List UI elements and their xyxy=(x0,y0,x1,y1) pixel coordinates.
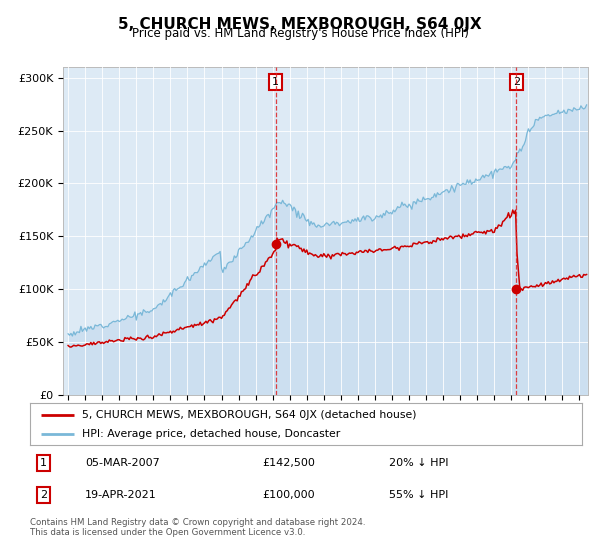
Text: 5, CHURCH MEWS, MEXBOROUGH, S64 0JX (detached house): 5, CHURCH MEWS, MEXBOROUGH, S64 0JX (det… xyxy=(82,409,417,419)
Text: 2: 2 xyxy=(40,490,47,500)
Text: Price paid vs. HM Land Registry's House Price Index (HPI): Price paid vs. HM Land Registry's House … xyxy=(131,27,469,40)
Text: 2: 2 xyxy=(512,77,520,87)
Text: HPI: Average price, detached house, Doncaster: HPI: Average price, detached house, Donc… xyxy=(82,429,341,439)
Text: £142,500: £142,500 xyxy=(262,458,315,468)
Text: 1: 1 xyxy=(40,458,47,468)
Text: Contains HM Land Registry data © Crown copyright and database right 2024.
This d: Contains HM Land Registry data © Crown c… xyxy=(30,518,365,538)
Text: £100,000: £100,000 xyxy=(262,490,314,500)
Text: 05-MAR-2007: 05-MAR-2007 xyxy=(85,458,160,468)
Text: 19-APR-2021: 19-APR-2021 xyxy=(85,490,157,500)
Text: 1: 1 xyxy=(272,77,279,87)
Text: 55% ↓ HPI: 55% ↓ HPI xyxy=(389,490,448,500)
Text: 5, CHURCH MEWS, MEXBOROUGH, S64 0JX: 5, CHURCH MEWS, MEXBOROUGH, S64 0JX xyxy=(118,17,482,32)
Text: 20% ↓ HPI: 20% ↓ HPI xyxy=(389,458,448,468)
